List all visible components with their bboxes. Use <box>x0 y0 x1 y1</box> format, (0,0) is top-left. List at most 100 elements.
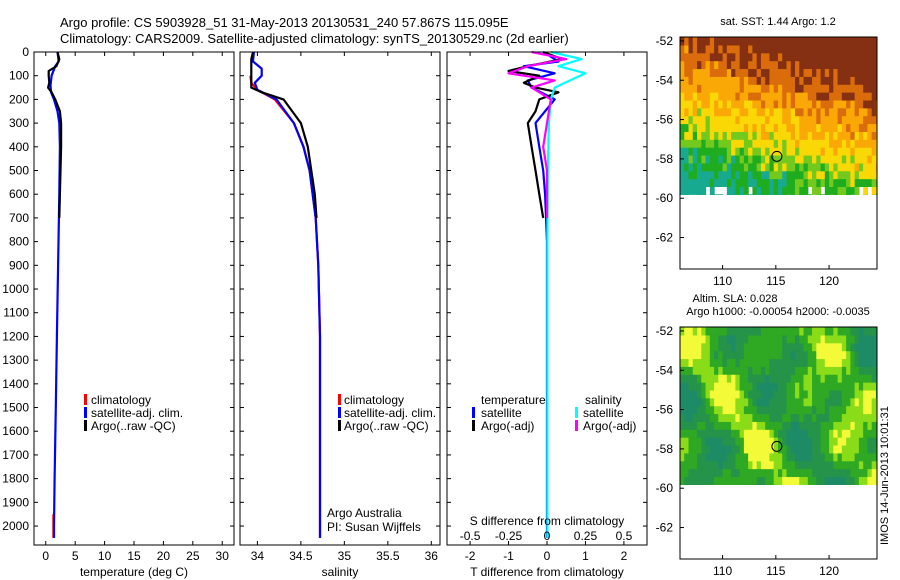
heatmap-cell <box>709 92 715 101</box>
heatmap-cell <box>701 429 707 438</box>
heatmap-cell <box>752 52 758 62</box>
heatmap-cell <box>756 178 762 188</box>
heatmap-cell <box>705 170 711 180</box>
heatmap-cell <box>850 350 856 360</box>
heatmap-cell <box>756 358 762 367</box>
heatmap-cell <box>875 374 877 383</box>
heatmap-cell <box>688 350 694 360</box>
heatmap-cell <box>803 405 809 415</box>
heatmap-cell <box>748 99 754 109</box>
heatmap-cell <box>701 350 707 360</box>
heatmap-cell <box>773 44 779 54</box>
heatmap-cell <box>837 350 843 360</box>
heatmap-cell <box>854 154 860 164</box>
heatmap-cell <box>867 115 873 125</box>
heatmap-cell <box>769 178 775 188</box>
heatmap-cell <box>680 460 685 470</box>
heatmap-cell <box>824 421 830 430</box>
heatmap-cell <box>799 444 805 454</box>
heatmap-cell <box>731 162 736 172</box>
heatmap-cell <box>863 170 869 180</box>
heatmap-cell <box>688 374 694 383</box>
heatmap-cell <box>841 350 847 360</box>
heatmap-cell <box>697 460 702 470</box>
heatmap-cell <box>743 374 749 383</box>
heatmap-cell <box>871 154 877 164</box>
heatmap-cell <box>875 115 877 125</box>
heatmap-cell <box>837 468 843 478</box>
heatmap-cell <box>739 358 745 367</box>
heatmap-cell <box>777 92 783 101</box>
heatmap-cell <box>748 123 754 132</box>
heatmap-cell <box>812 44 817 54</box>
heatmap-cell <box>803 194 809 195</box>
heatmap-cell <box>777 484 783 485</box>
heatmap-cell <box>756 37 762 46</box>
heatmap-cell <box>765 444 771 454</box>
heatmap-cell <box>782 342 788 352</box>
map-y-tick-label: -52 <box>656 324 674 338</box>
heatmap-cell <box>846 327 851 328</box>
heatmap-cell <box>854 334 860 344</box>
series-line <box>250 51 318 218</box>
heatmap-cell <box>863 334 869 344</box>
heatmap-cell <box>790 413 796 422</box>
heatmap-cell <box>790 405 796 415</box>
heatmap-cell <box>846 444 851 454</box>
heatmap-cell <box>709 413 715 422</box>
heatmap-cell <box>709 131 715 140</box>
heatmap-cell <box>739 484 745 485</box>
heatmap-cell <box>756 115 762 125</box>
heatmap-cell <box>841 37 847 46</box>
heatmap-cell <box>701 327 707 328</box>
heatmap-cell <box>701 342 707 352</box>
heatmap-cell <box>773 460 779 470</box>
heatmap-cell <box>680 44 685 54</box>
heatmap-cell <box>705 37 711 46</box>
heatmap-cell <box>726 429 732 438</box>
heatmap-cell <box>846 178 851 188</box>
map-y-tick-label: -60 <box>656 481 674 495</box>
heatmap-cell <box>858 52 864 62</box>
heatmap-cell <box>837 123 843 132</box>
heatmap-cell <box>858 468 864 478</box>
heatmap-cell <box>765 421 771 430</box>
sst-map-panel: sat. SST: 1.44 Argo: 1.2 110 115 120-52-54… <box>656 16 878 288</box>
heatmap-cell <box>795 68 800 77</box>
heatmap-cell <box>697 194 702 195</box>
heatmap-cell <box>786 413 792 422</box>
heatmap-cell <box>684 99 690 109</box>
heatmap-cell <box>739 115 745 125</box>
heatmap-cell <box>756 421 762 430</box>
heatmap-cell <box>726 334 732 344</box>
heatmap-cell <box>863 413 869 422</box>
heatmap-cell <box>829 154 834 164</box>
heatmap-cell <box>705 99 711 109</box>
heatmap-cell <box>799 389 805 399</box>
heatmap-cell <box>701 366 707 375</box>
heatmap-cell <box>841 84 847 93</box>
heatmap-cell <box>841 44 847 54</box>
heatmap-cell <box>743 405 749 415</box>
heatmap-cell <box>829 382 834 391</box>
heatmap-cell <box>748 170 754 180</box>
heatmap-cell <box>760 186 766 195</box>
heatmap-cell <box>701 397 707 407</box>
heatmap-cell <box>709 452 715 462</box>
heatmap-cell <box>714 37 719 46</box>
heatmap-cell <box>816 452 822 462</box>
depth-tick-label: 900 <box>9 258 29 272</box>
heatmap-cell <box>726 154 732 164</box>
heatmap-cell <box>799 358 805 367</box>
map-y-tick-label: -60 <box>656 191 674 205</box>
heatmap-cell <box>735 99 741 109</box>
heatmap-cell <box>705 405 711 415</box>
heatmap-cell <box>790 186 796 195</box>
heatmap-cell <box>777 358 783 367</box>
heatmap-cell <box>777 405 783 415</box>
heatmap-cell <box>850 84 856 93</box>
heatmap-cell <box>743 68 749 77</box>
heatmap-cell <box>820 413 826 422</box>
heatmap-cell <box>803 389 809 399</box>
heatmap-cell <box>760 382 766 391</box>
